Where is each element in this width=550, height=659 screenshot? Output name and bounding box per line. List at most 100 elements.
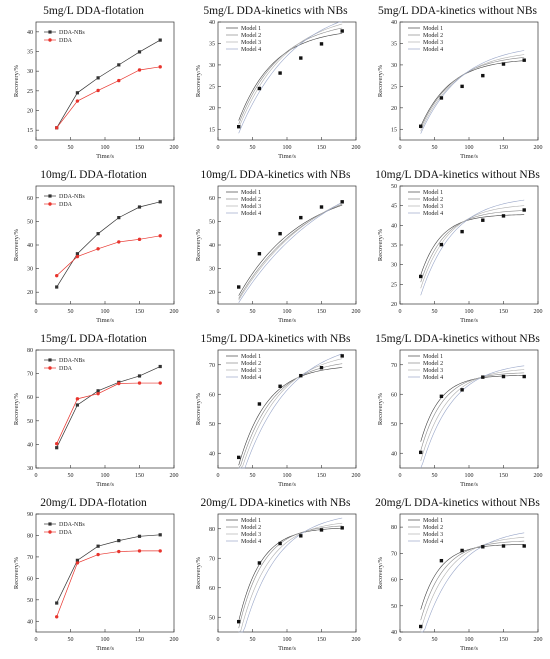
x-axis-label: Time/s [460, 645, 478, 652]
model-curve-2 [238, 363, 343, 469]
chart-svg: 0 50 100 150 200 40 50 60 70 Time/s Recovery/% Mode… [377, 349, 543, 488]
series-line-nbs [56, 39, 161, 128]
chart-panel-4: 10mg/L DDA-flotation 0 50 100 150 200 20 30 40 50… [2, 166, 185, 330]
x-tick-label: 100 [283, 637, 292, 643]
data-point [257, 252, 262, 256]
x-tick-label: 0 [35, 473, 38, 479]
data-point-dda [137, 381, 142, 385]
legend-label: Model 3 [423, 204, 443, 210]
y-axis-label: Recovery/% [195, 228, 202, 261]
chart-title: 20mg/L DDA-kinetics with NBs [200, 497, 351, 509]
x-tick-label: 100 [465, 145, 474, 151]
legend-label: Model 2 [241, 525, 261, 531]
y-tick-label: 20 [391, 302, 397, 308]
y-tick-label: 50 [27, 419, 33, 425]
data-point-nbs [75, 558, 79, 562]
data-point-dda [55, 441, 59, 446]
y-tick-label: 40 [391, 223, 397, 229]
data-point-dda [117, 549, 121, 554]
data-point-dda [158, 381, 162, 385]
x-tick-label: 150 [317, 473, 326, 479]
legend-label: Model 1 [423, 190, 443, 196]
legend-label: DDA [59, 202, 73, 208]
model-curve-1 [238, 204, 343, 296]
chart-title: 5mg/L DDA-kinetics without NBs [378, 5, 537, 17]
y-axis-label: Recovery/% [377, 392, 384, 425]
model-curve-3 [238, 202, 343, 301]
chart-panel-2: 5mg/L DDA-kinetics with NBs 0 50 100 150 200 1… [184, 2, 367, 166]
y-tick-label: 50 [391, 604, 397, 610]
chart-panel-8: 15mg/L DDA-kinetics with NBs 0 50 100 150 200… [184, 330, 367, 494]
data-point-nbs [158, 364, 162, 369]
x-axis-label: Time/s [278, 317, 296, 324]
legend-label: Model 4 [423, 375, 443, 381]
legend-label: Model 3 [423, 368, 443, 374]
model-curve-4 [238, 517, 343, 633]
x-tick-label: 150 [499, 309, 508, 315]
model-curve-1 [238, 367, 343, 466]
y-tick-label: 50 [27, 219, 33, 225]
model-curve-2 [238, 203, 343, 299]
model-curve-2 [420, 372, 525, 451]
y-tick-label: 25 [391, 282, 397, 288]
data-point [299, 56, 303, 60]
x-tick-label: 200 [170, 145, 179, 151]
y-tick-label: 50 [209, 615, 215, 621]
y-axis-label: Recovery/% [13, 228, 20, 261]
data-point-dda [158, 549, 162, 553]
data-point [237, 124, 241, 129]
chart-title: 5mg/L DDA-kinetics with NBs [203, 5, 348, 17]
model-curve-1 [420, 375, 525, 442]
x-axis-label: Time/s [278, 645, 296, 652]
data-point-nbs [137, 374, 142, 378]
data-point-nbs [55, 285, 59, 289]
x-tick-label: 0 [35, 637, 38, 643]
data-point-dda [75, 99, 80, 103]
y-axis-label: Recovery/% [377, 228, 384, 261]
series-line-dda [56, 550, 161, 617]
data-point-nbs [55, 446, 59, 450]
x-tick-label: 50 [432, 309, 438, 315]
data-point-nbs [158, 200, 162, 204]
x-axis-label: Time/s [460, 153, 478, 160]
data-point [522, 208, 526, 212]
model-curve-3 [238, 23, 343, 129]
y-axis-label: Recovery/% [377, 556, 384, 589]
data-point-dda [75, 254, 80, 259]
model-curve-3 [238, 522, 343, 633]
x-tick-label: 200 [170, 309, 179, 315]
x-tick-label: 200 [352, 637, 361, 643]
legend-label: Model 2 [241, 361, 261, 367]
plot-frame [399, 513, 539, 633]
y-tick-label: 45 [391, 204, 397, 210]
x-tick-label: 150 [135, 473, 144, 479]
legend-label: DDA [59, 530, 73, 536]
x-tick-label: 150 [317, 309, 326, 315]
legend-label: Model 2 [241, 33, 261, 39]
data-point [419, 274, 423, 279]
y-axis-label: Recovery/% [377, 64, 384, 97]
chart-svg: 0 50 100 150 200 40 50 60 70 Time/s Recovery/% Mode… [195, 349, 361, 488]
legend-label: DDA [59, 38, 73, 44]
x-tick-label: 100 [465, 473, 474, 479]
legend-marker [48, 366, 52, 370]
x-axis-label: Time/s [460, 317, 478, 324]
chart-svg: 0 50 100 150 200 20 30 40 50 60 Time/s Recovery/% DD… [13, 185, 179, 324]
x-tick-label: 100 [465, 309, 474, 315]
data-point [460, 388, 464, 392]
x-tick-label: 0 [399, 145, 402, 151]
data-point-nbs [55, 601, 59, 605]
data-point [481, 218, 485, 222]
x-tick-label: 0 [35, 309, 38, 315]
x-tick-label: 50 [432, 473, 438, 479]
y-tick-label: 30 [27, 69, 33, 75]
data-point [257, 86, 262, 91]
x-tick-label: 200 [170, 473, 179, 479]
data-point [299, 373, 303, 378]
legend-label: Model 1 [423, 518, 443, 524]
data-point-dda [75, 397, 80, 401]
chart-panel-7: 15mg/L DDA-flotation 0 50 100 150 200 30 40 50 60… [2, 330, 185, 494]
y-tick-label: 35 [27, 50, 33, 56]
y-tick-label: 70 [27, 372, 33, 378]
data-point [319, 528, 324, 532]
